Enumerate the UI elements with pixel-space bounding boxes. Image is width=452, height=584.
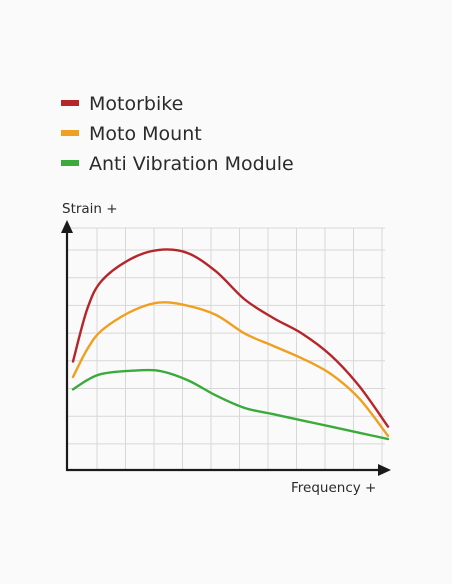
legend-swatch-moto-mount	[61, 130, 79, 136]
series-line-anti-vibration-module	[71, 368, 390, 441]
x-axis-label: Frequency +	[291, 480, 376, 496]
axes: Strain + Frequency +	[61, 201, 391, 496]
x-axis-arrow	[378, 464, 391, 476]
legend-label-motorbike: Motorbike	[89, 93, 183, 115]
series-layer	[71, 248, 390, 441]
legend-label-moto-mount: Moto Mount	[89, 123, 202, 145]
y-axis-label: Strain +	[62, 201, 118, 217]
legend-swatch-anti-vibration-module	[61, 160, 79, 166]
series-line-moto-mount	[71, 301, 390, 438]
series-line-motorbike	[71, 248, 390, 428]
legend-label-anti-vibration-module: Anti Vibration Module	[89, 153, 294, 175]
y-axis-arrow	[61, 220, 73, 233]
legend: Motorbike Moto Mount Anti Vibration Module	[61, 93, 294, 175]
grid	[67, 227, 385, 470]
legend-swatch-motorbike	[61, 100, 79, 106]
